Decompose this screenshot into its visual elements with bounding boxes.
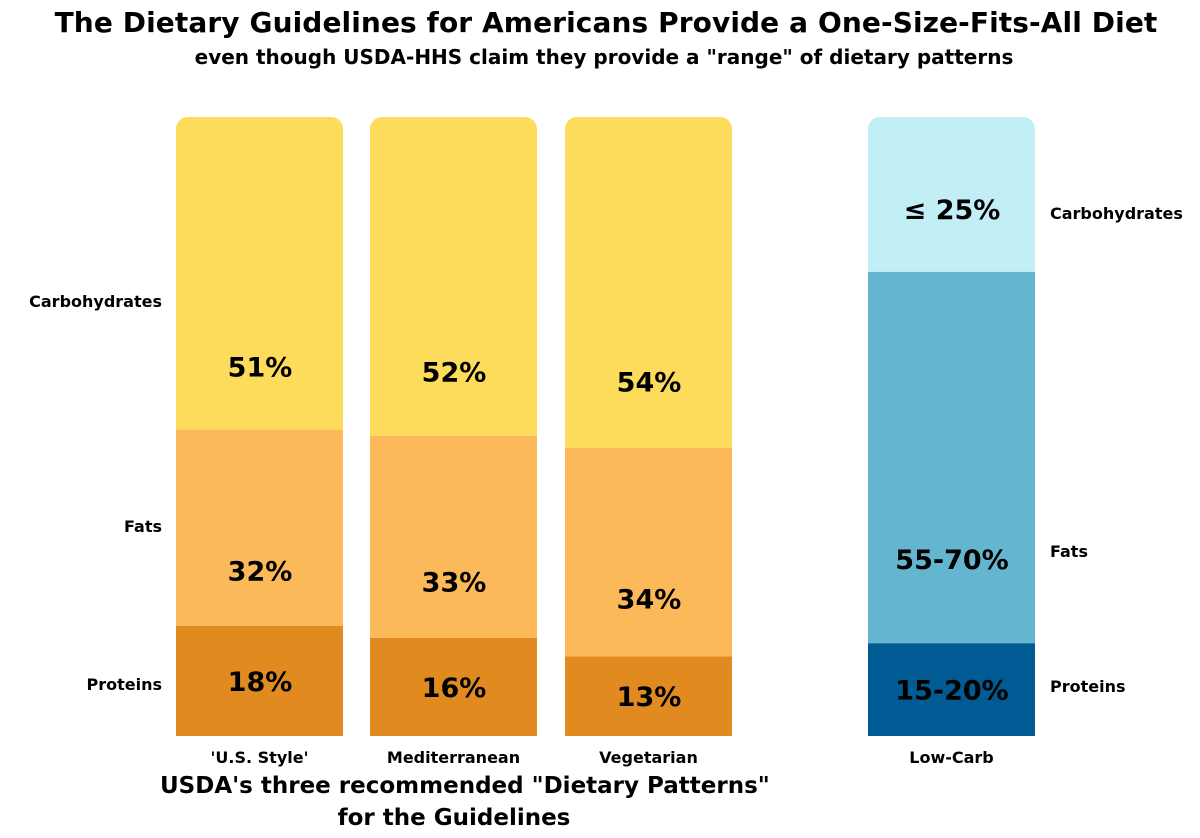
bar-mediterranean-carbohydrates [370,117,537,436]
segment-label-right-proteins: Proteins [1050,677,1126,696]
value-label-mediterranean-carbohydrates: 52% [422,358,487,389]
value-label-low-carb-fats: 55-70% [895,545,1008,576]
chart-title: The Dietary Guidelines for Americans Pro… [54,6,1158,39]
bar-mediterranean-proteins [370,637,537,736]
caption-line-2: for the Guidelines [337,805,571,831]
segment-label-left-proteins: Proteins [86,675,162,694]
value-label-mediterranean-proteins: 16% [422,673,487,704]
value-label-u-s-style-carbohydrates: 51% [228,352,293,383]
value-label-u-s-style-proteins: 18% [228,667,293,698]
x-tick-vegetarian: Vegetarian [599,748,698,767]
x-tick-low-carb: Low-Carb [909,748,994,767]
value-label-vegetarian-proteins: 13% [617,682,682,713]
value-label-vegetarian-carbohydrates: 54% [617,368,682,399]
segment-label-right-carbohydrates: Carbohydrates [1050,204,1183,223]
bar-u-s-style-proteins [176,625,343,736]
bar-vegetarian-carbohydrates [565,117,732,448]
chart-subtitle: even though USDA-HHS claim they provide … [194,45,1014,69]
x-tick-mediterranean: Mediterranean [387,748,520,767]
chart-caption: USDA's three recommended "Dietary Patter… [160,770,770,834]
caption-line-1: USDA's three recommended "Dietary Patter… [160,773,770,799]
value-label-u-s-style-fats: 32% [228,557,293,588]
bar-u-s-style-fats [176,429,343,626]
segment-label-left-carbohydrates: Carbohydrates [29,292,162,311]
value-label-vegetarian-fats: 34% [617,584,682,615]
bar-u-s-style-carbohydrates [176,117,343,430]
bar-vegetarian-proteins [565,656,732,736]
x-tick-u-s-style: 'U.S. Style' [211,748,309,767]
segment-label-right-fats: Fats [1050,542,1088,561]
bar-mediterranean-fats [370,435,537,638]
value-label-low-carb-proteins: 15-20% [895,676,1008,707]
bar-vegetarian-fats [565,447,732,657]
bar-low-carb-carbohydrates [868,117,1035,272]
segment-label-left-fats: Fats [124,517,162,536]
value-label-low-carb-carbohydrates: ≤ 25% [904,195,1001,226]
bar-low-carb-fats [868,271,1035,644]
bar-low-carb-proteins [868,643,1035,736]
value-label-mediterranean-fats: 33% [422,567,487,598]
